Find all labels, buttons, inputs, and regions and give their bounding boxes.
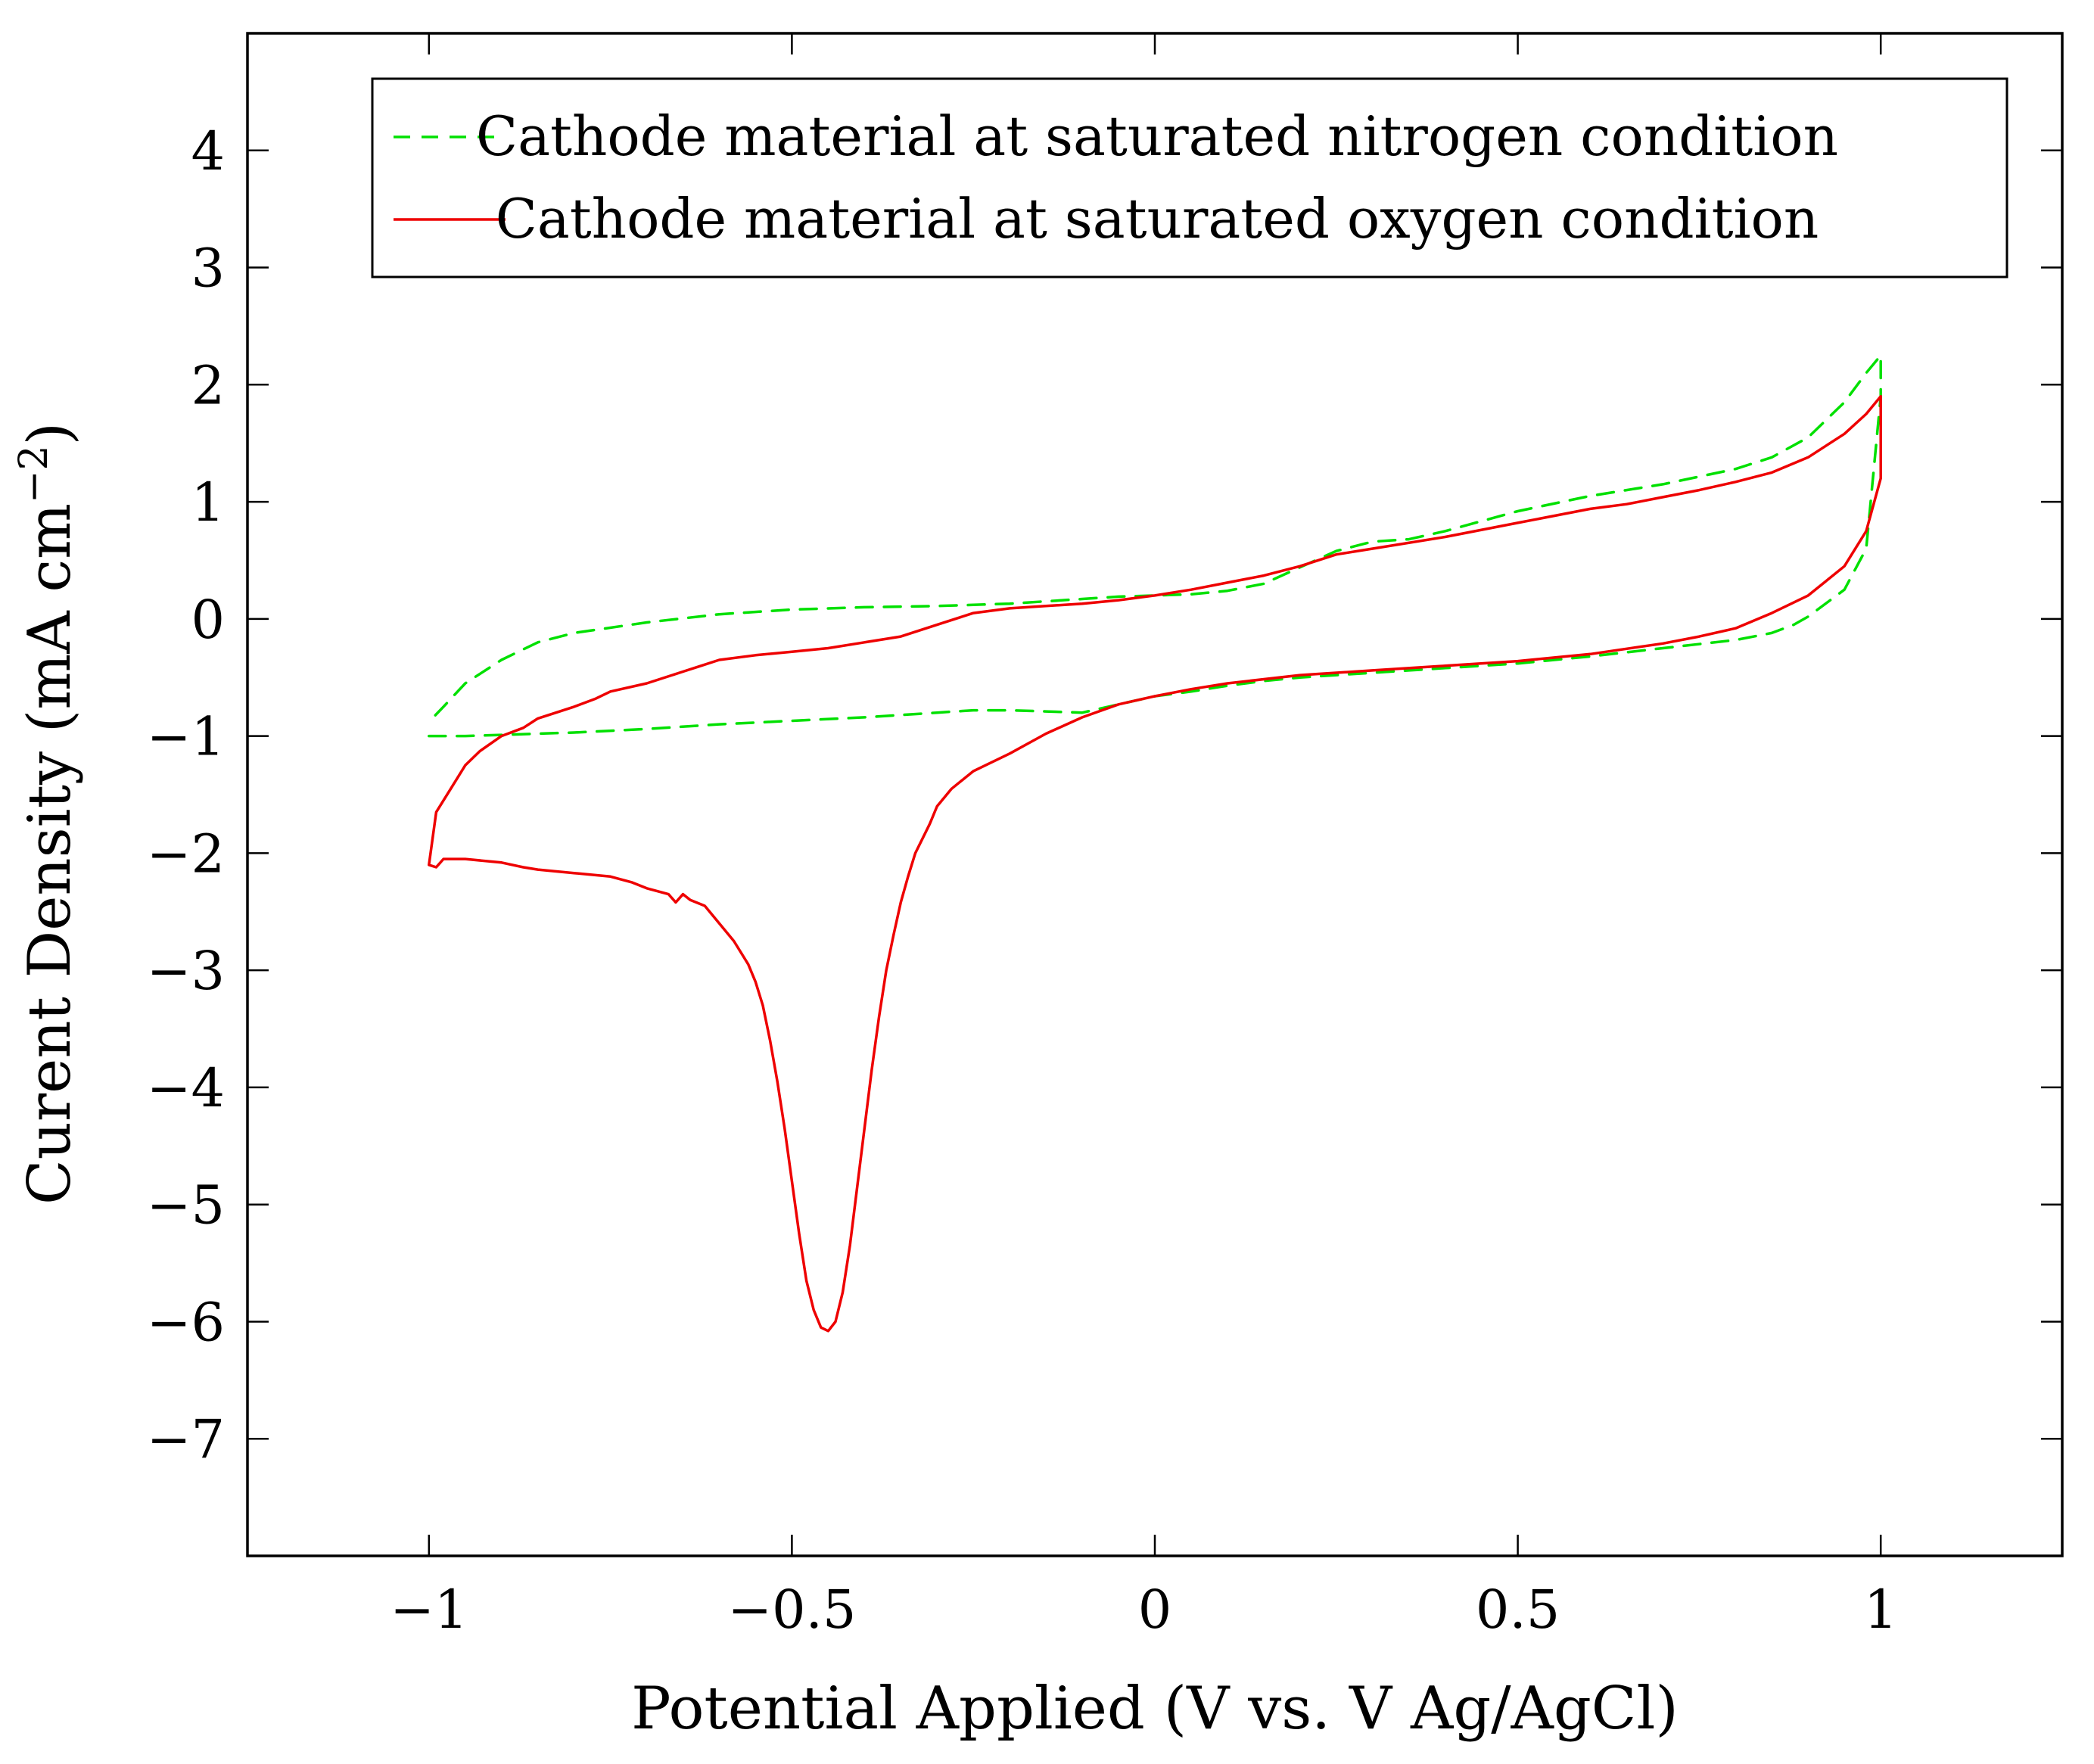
y-tick-label: 4 — [191, 120, 225, 182]
y-tick-label: 0 — [191, 589, 225, 651]
y-axis-title-main: Curent Density (mA cm — [16, 503, 84, 1205]
y-tick-label: −4 — [147, 1057, 225, 1119]
x-tick-label: −1 — [390, 1579, 468, 1641]
series-line-nitrogen — [428, 353, 1882, 738]
y-tick-label: −1 — [147, 706, 225, 768]
y-axis-title-superscript: −2 — [11, 445, 57, 503]
legend-frame — [371, 77, 2008, 278]
legend: Cathode material at saturated nitrogen c… — [371, 77, 2008, 278]
ticks-layer — [247, 33, 2062, 1556]
x-axis-title: Potential Applied (V vs. V Ag/AgCl) — [631, 1675, 1679, 1743]
y-axis-title-close: ) — [16, 422, 84, 445]
x-tick-label: −0.5 — [727, 1579, 856, 1641]
x-tick-label: 0.5 — [1476, 1579, 1560, 1641]
y-tick-label: −7 — [147, 1408, 225, 1470]
y-tick-label: −3 — [147, 940, 225, 1002]
y-tick-label: −6 — [147, 1291, 225, 1353]
series-line-oxygen — [428, 395, 1882, 1333]
legend-label-nitrogen: Cathode material at saturated nitrogen c… — [476, 104, 1838, 168]
plot-area-frame — [246, 32, 2064, 1557]
y-tick-label: −2 — [147, 823, 225, 885]
y-tick-label: −5 — [147, 1174, 225, 1237]
y-tick-label: 3 — [191, 238, 225, 300]
tick-labels: −1 −0.5 0 0.5 1 4 3 2 1 0 −1 −2 −3 −4 −5 −6 −7 — [147, 120, 1898, 1641]
x-tick-label: 0 — [1138, 1579, 1172, 1641]
series-layer — [428, 353, 1882, 1333]
y-axis-title: Curent Density (mA cm−2) — [11, 422, 84, 1205]
y-tick-label: 1 — [191, 471, 225, 534]
x-tick-label: 1 — [1864, 1579, 1898, 1641]
legend-label-oxygen: Cathode material at saturated oxygen con… — [496, 187, 1819, 250]
y-tick-label: 2 — [191, 354, 225, 416]
